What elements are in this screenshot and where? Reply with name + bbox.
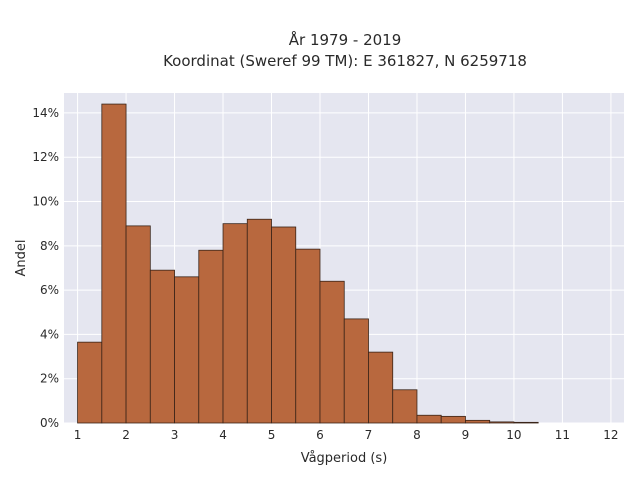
x-tick-label: 7 bbox=[365, 428, 373, 442]
chart-title-line-2: Koordinat (Sweref 99 TM): E 361827, N 62… bbox=[163, 52, 527, 70]
x-tick-label: 12 bbox=[603, 428, 618, 442]
x-axis-label: Vågperiod (s) bbox=[301, 451, 388, 466]
histogram-bar bbox=[465, 419, 491, 424]
histogram-bar bbox=[149, 269, 175, 424]
y-tick-label: 8% bbox=[40, 239, 59, 253]
x-tick-label: 11 bbox=[555, 428, 570, 442]
x-tick-label: 1 bbox=[74, 428, 82, 442]
y-tick-label: 10% bbox=[32, 195, 59, 209]
histogram-bar bbox=[174, 276, 200, 424]
y-tick-label: 12% bbox=[32, 150, 59, 164]
x-axis-ticks: 1 2 3 4 5 6 7 8 9 10 11 12 bbox=[74, 428, 619, 442]
histogram-bar bbox=[101, 103, 127, 424]
histogram-bar bbox=[271, 226, 297, 424]
x-tick-label: 10 bbox=[506, 428, 521, 442]
histogram-bar bbox=[77, 341, 103, 424]
histogram-bar bbox=[343, 318, 369, 424]
y-axis-ticks: 0% 2% 4% 6% 8% 10% 12% 14% bbox=[32, 106, 59, 430]
histogram-bar bbox=[392, 389, 418, 424]
histogram-bar bbox=[440, 415, 466, 424]
y-tick-label: 0% bbox=[40, 416, 59, 430]
histogram-bar bbox=[489, 421, 515, 424]
bars bbox=[77, 103, 539, 424]
histogram-bar bbox=[319, 280, 345, 424]
histogram-bar bbox=[125, 225, 151, 424]
x-tick-label: 3 bbox=[171, 428, 179, 442]
histogram-bar bbox=[295, 248, 321, 424]
x-tick-label: 8 bbox=[413, 428, 421, 442]
x-tick-label: 5 bbox=[268, 428, 276, 442]
histogram-bar bbox=[198, 249, 224, 424]
y-tick-label: 6% bbox=[40, 283, 59, 297]
y-tick-label: 14% bbox=[32, 106, 59, 120]
histogram-bar bbox=[513, 421, 539, 424]
y-tick-label: 2% bbox=[40, 372, 59, 386]
histogram-bar bbox=[222, 223, 248, 424]
histogram-bar bbox=[246, 218, 272, 424]
histogram-bar bbox=[416, 414, 442, 424]
y-axis-label: Andel bbox=[14, 240, 29, 277]
x-tick-label: 9 bbox=[462, 428, 470, 442]
histogram-bar bbox=[368, 351, 394, 424]
x-tick-label: 4 bbox=[219, 428, 227, 442]
x-tick-label: 2 bbox=[122, 428, 130, 442]
chart-title-line-1: År 1979 - 2019 bbox=[289, 30, 402, 49]
y-tick-label: 4% bbox=[40, 327, 59, 341]
x-tick-label: 6 bbox=[316, 428, 324, 442]
